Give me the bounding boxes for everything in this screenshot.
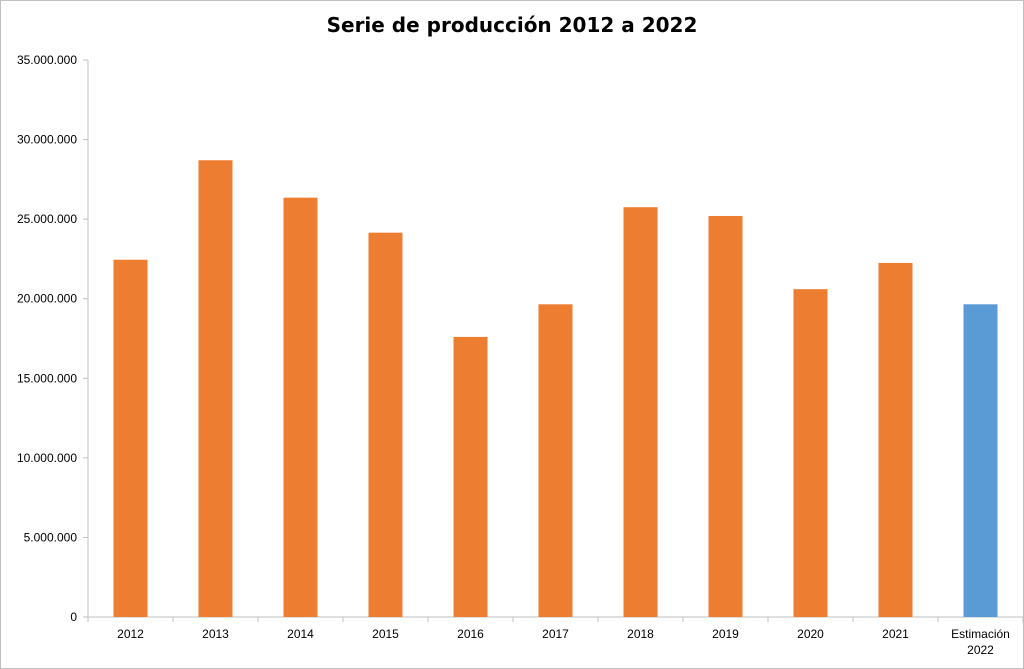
y-tick-label: 0 — [70, 610, 77, 624]
bar-2016 — [453, 336, 488, 617]
bar-2014 — [283, 197, 318, 617]
x-tick-label-line: 2015 — [372, 627, 399, 641]
x-tick-label-line: 2018 — [627, 627, 654, 641]
y-tick-label: 30.000.000 — [17, 133, 77, 147]
x-tick-label-line: 2012 — [117, 627, 144, 641]
y-tick-label: 25.000.000 — [17, 212, 77, 226]
x-tick-label: 2018 — [627, 627, 654, 641]
x-tick-label-line: 2019 — [712, 627, 739, 641]
y-tick-label: 5.000.000 — [24, 530, 78, 544]
x-tick-label: 2021 — [882, 627, 909, 641]
x-tick-label: 2015 — [372, 627, 399, 641]
x-tick-label-line: Estimación — [951, 627, 1010, 641]
bar-2020 — [793, 289, 828, 617]
x-tick-label-line: 2016 — [457, 627, 484, 641]
y-tick-label: 10.000.000 — [17, 451, 77, 465]
x-tick-label-line: 2017 — [542, 627, 569, 641]
chart-title: Serie de producción 2012 a 2022 — [326, 13, 698, 37]
bars — [113, 160, 998, 618]
y-tick-label: 15.000.000 — [17, 371, 77, 385]
x-tick-label-line: 2021 — [882, 627, 909, 641]
x-tick-label: 2013 — [202, 627, 229, 641]
bar-2018 — [623, 207, 658, 617]
x-tick-label: 2017 — [542, 627, 569, 641]
bar-2017 — [538, 304, 573, 617]
x-axis-tick-labels: 2012 2013 2014 2015 2016 2017 2018 2019 2020 2021… — [117, 627, 1010, 657]
x-tick-label-line: 2013 — [202, 627, 229, 641]
bar-2013 — [198, 160, 233, 617]
y-axis-tick-labels: 0 5.000.000 10.000.000 15.000.000 20.000.000… — [17, 53, 77, 624]
x-tick-label-line: 2020 — [797, 627, 824, 641]
y-tick-label: 35.000.000 — [17, 53, 77, 67]
x-tick-label: 2020 — [797, 627, 824, 641]
x-tick-label: 2019 — [712, 627, 739, 641]
bar-2012 — [113, 259, 148, 617]
x-tick-label-line: 2014 — [287, 627, 314, 641]
y-tick-label: 20.000.000 — [17, 292, 77, 306]
x-tick-label-line: 2022 — [967, 643, 994, 657]
bar-2015 — [368, 232, 403, 618]
x-tick-label: 2016 — [457, 627, 484, 641]
bar-2021 — [878, 262, 913, 617]
bar-2019 — [708, 215, 743, 617]
x-tick-label: 2014 — [287, 627, 314, 641]
x-tick-label: 2012 — [117, 627, 144, 641]
x-tick-label: Estimación 2022 — [951, 627, 1010, 657]
bar-estimación-2022 — [963, 304, 998, 617]
